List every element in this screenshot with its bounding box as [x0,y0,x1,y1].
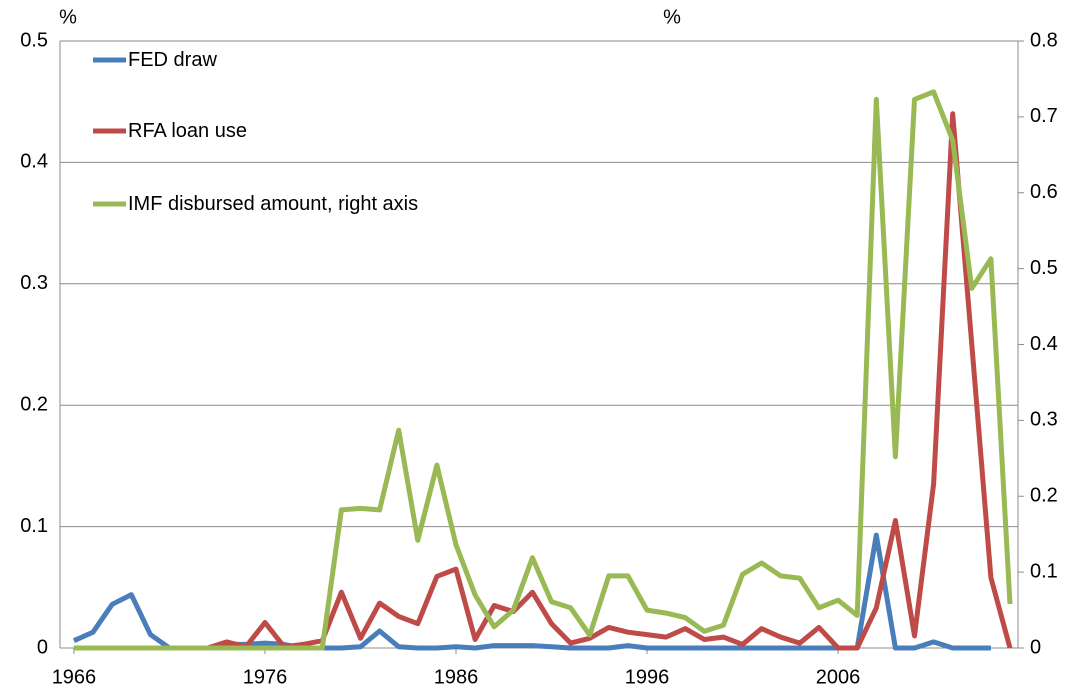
left-axis-unit: % [59,6,77,28]
y2-tick-label: 0.6 [1030,181,1058,203]
y-tick-label: 0.3 [20,272,48,294]
y2-tick-label: 0.1 [1030,560,1058,582]
legend-label: FED draw [128,49,217,71]
y-tick-label: 0.5 [20,29,48,51]
y2-tick-label: 0.2 [1030,485,1058,507]
legend-label: RFA loan use [128,120,247,142]
y2-tick-label: 0.8 [1030,29,1058,51]
x-tick-label: 2006 [816,666,861,688]
y-tick-label: 0.4 [20,151,48,173]
y2-tick-label: 0.5 [1030,257,1058,279]
right-axis-unit: % [663,6,681,28]
y-tick-label: 0.2 [20,393,48,415]
legend-label: IMF disbursed amount, right axis [128,193,419,215]
y2-tick-label: 0 [1030,636,1041,658]
y-tick-label: 0 [37,636,48,658]
x-tick-label: 1986 [434,666,479,688]
series-line [73,89,1013,651]
series-line [73,111,1013,651]
y2-tick-label: 0.3 [1030,409,1058,431]
x-tick-label: 1976 [243,666,288,688]
y2-tick-label: 0.4 [1030,333,1058,355]
x-tick-label: 1966 [52,666,97,688]
x-tick-label: 1996 [625,666,670,688]
y-tick-label: 0.1 [20,515,48,537]
y2-tick-label: 0.7 [1030,105,1058,127]
